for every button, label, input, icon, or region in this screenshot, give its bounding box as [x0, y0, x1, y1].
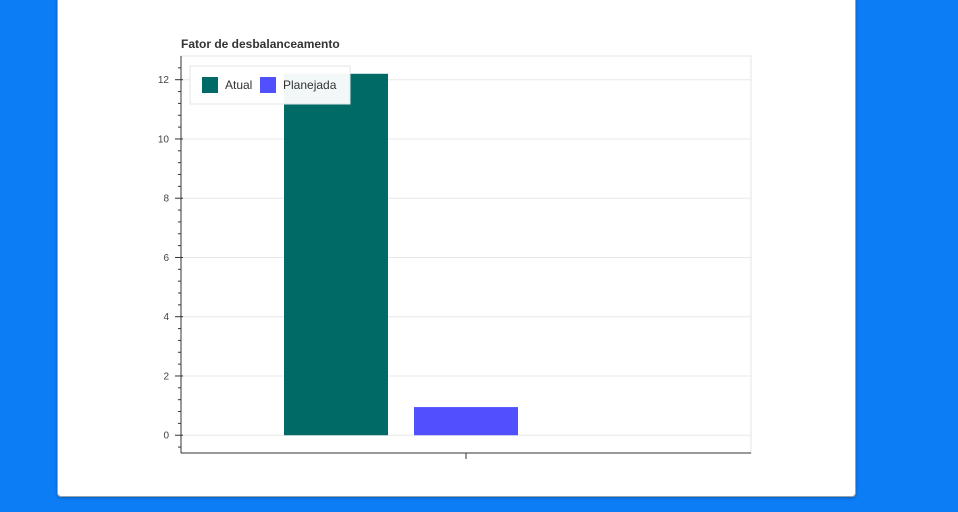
- y-tick-label: 6: [163, 253, 169, 264]
- y-axis: 0 2 4 6 8 10 12: [158, 56, 183, 453]
- legend-label-planejada: Planejada: [283, 78, 337, 92]
- y-tick-label: 0: [163, 431, 169, 442]
- legend-swatch-planejada: [260, 77, 276, 93]
- legend-swatch-atual: [202, 77, 218, 93]
- y-tick-label: 4: [163, 312, 169, 323]
- y-tick-label: 2: [163, 371, 169, 382]
- grid-lines: [181, 79, 751, 436]
- bar-planejada: [414, 407, 518, 436]
- legend: Atual Planejada: [189, 65, 351, 105]
- x-axis: [181, 452, 751, 459]
- y-tick-label: 8: [163, 194, 169, 205]
- plot-area: [180, 55, 752, 454]
- bars: [284, 73, 518, 436]
- y-tick-label: 10: [158, 134, 170, 145]
- chart-title: Fator de desbalanceamento: [181, 37, 340, 51]
- y-tick-label: 12: [158, 75, 170, 86]
- bar-atual: [284, 73, 388, 436]
- legend-label-atual: Atual: [225, 78, 252, 92]
